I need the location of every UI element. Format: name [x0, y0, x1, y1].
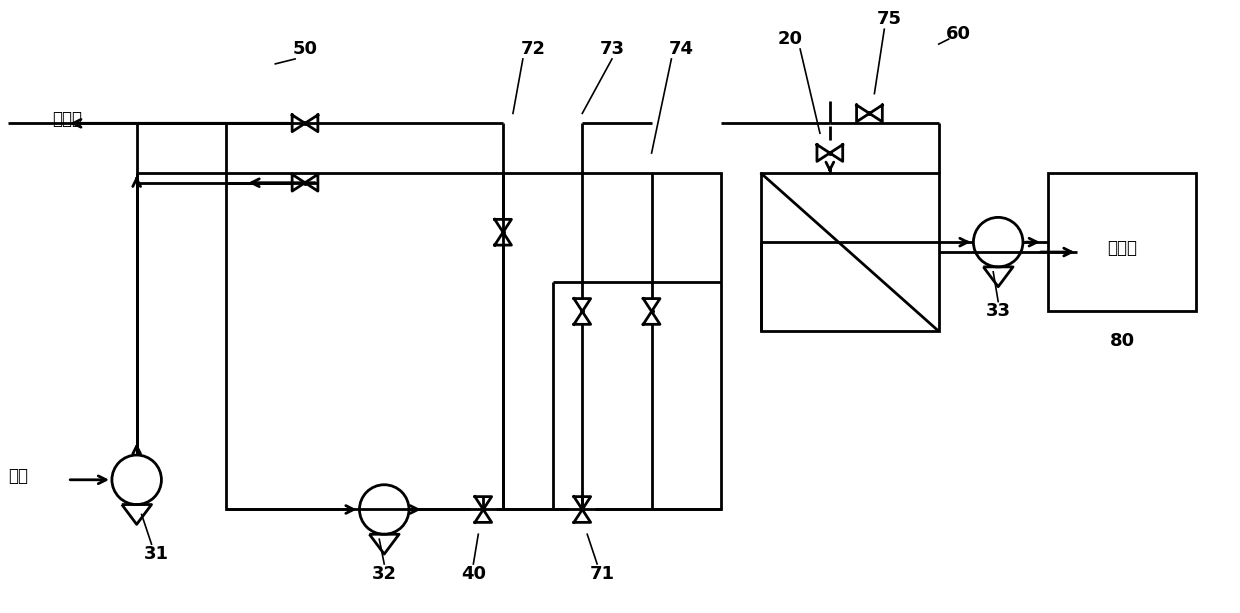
Text: 33: 33	[986, 302, 1011, 321]
Text: 74: 74	[668, 40, 694, 58]
Text: 40: 40	[461, 565, 486, 583]
Text: 20: 20	[777, 30, 802, 48]
Text: 浓缩液: 浓缩液	[52, 110, 83, 128]
Text: 32: 32	[372, 565, 397, 583]
Bar	[760, 173, 939, 331]
Text: 75: 75	[877, 10, 901, 28]
Text: 50: 50	[293, 40, 317, 58]
Text: 原液: 原液	[7, 467, 27, 485]
Text: 71: 71	[589, 565, 615, 583]
Text: 72: 72	[521, 40, 546, 58]
Bar	[1048, 173, 1197, 311]
Text: 31: 31	[144, 545, 169, 563]
Text: 80: 80	[1110, 332, 1135, 350]
Text: 过滤液: 过滤液	[1107, 239, 1137, 257]
Text: 73: 73	[599, 40, 625, 58]
Bar	[226, 173, 720, 509]
Text: 60: 60	[946, 25, 971, 43]
